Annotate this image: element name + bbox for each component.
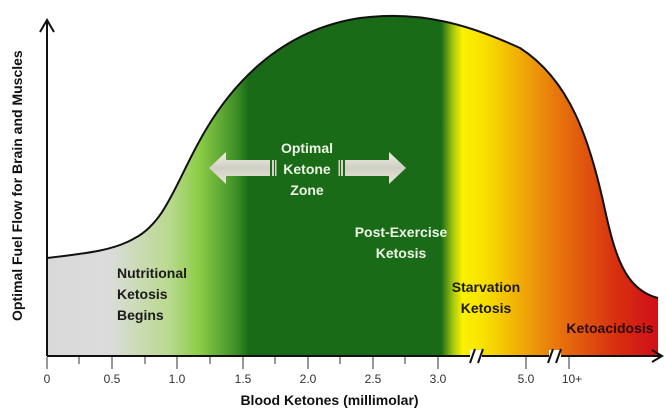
y-axis-label: Optimal Fuel Flow for Brain and Muscles <box>9 50 25 321</box>
annotation-line: Begins <box>117 307 164 323</box>
annotation-starvation-ketosis: Starvation Ketosis <box>446 277 526 319</box>
annotation-line: Starvation <box>451 279 521 295</box>
x-axis <box>46 348 664 369</box>
x-tick-label: 0.5 <box>103 372 121 386</box>
x-tick-label: 1.0 <box>168 372 186 386</box>
annotation-post-exercise-ketosis: Post-Exercise Ketosis <box>346 222 456 264</box>
annotation-ketoacidosis: Ketoacidosis <box>566 320 654 336</box>
annotation-nutritional-ketosis: Nutritional Ketosis Begins <box>117 263 187 326</box>
x-axis-label: Blood Ketones (millimolar) <box>0 392 665 408</box>
annotation-optimal-ketone-zone: Optimal Ketone Zone <box>262 138 352 201</box>
annotation-line: Ketosis <box>117 286 168 302</box>
annotation-line: Ketone <box>283 161 331 177</box>
annotation-line: Ketosis <box>460 300 512 316</box>
axis-break-icon <box>469 348 484 364</box>
annotation-line: Optimal <box>280 140 334 156</box>
fuel-flow-curve <box>46 14 659 299</box>
x-tick-label: 3.0 <box>429 372 447 386</box>
y-axis <box>39 18 55 356</box>
x-tick-label: 0 <box>43 372 51 386</box>
axis-break-icon <box>547 348 562 364</box>
x-tick-label: 2.0 <box>299 372 317 386</box>
x-tick-label: 5.0 <box>517 372 535 386</box>
x-tick-label: 1.5 <box>234 372 252 386</box>
annotation-line: Post-Exercise <box>354 224 448 240</box>
annotation-line: Ketosis <box>375 245 427 261</box>
annotation-line: Nutritional <box>117 265 187 281</box>
double-arrow-icon <box>209 152 406 184</box>
x-tick-label: 2.5 <box>364 372 382 386</box>
annotation-line: Zone <box>290 182 324 198</box>
curve-area <box>47 15 658 357</box>
x-axis-label-text: Blood Ketones (millimolar) <box>240 392 419 408</box>
x-tick-label: 10+ <box>561 372 583 386</box>
